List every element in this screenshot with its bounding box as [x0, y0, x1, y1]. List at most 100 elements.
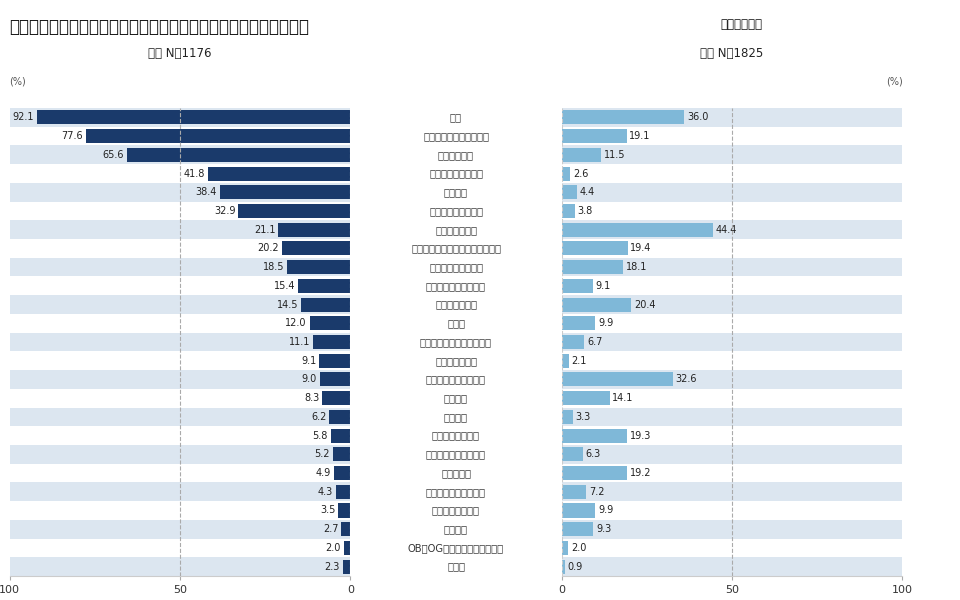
Text: 19.4: 19.4: [631, 244, 652, 253]
Text: 基礎学力: 基礎学力: [444, 187, 468, 197]
Text: 5.8: 5.8: [313, 431, 328, 440]
Bar: [0, 332, 350, 352]
Text: 12.0: 12.0: [285, 318, 307, 328]
Bar: [330, 428, 350, 443]
Bar: [562, 241, 628, 256]
Text: 9.1: 9.1: [301, 356, 317, 366]
Bar: [562, 352, 960, 370]
Text: 92.1: 92.1: [12, 112, 34, 122]
Bar: [562, 410, 573, 424]
Text: 9.9: 9.9: [598, 505, 613, 515]
Text: 2.7: 2.7: [323, 524, 339, 534]
Bar: [334, 466, 350, 480]
Bar: [562, 501, 960, 520]
Bar: [278, 223, 350, 236]
Bar: [0, 407, 350, 426]
Bar: [562, 557, 960, 576]
Bar: [287, 260, 350, 274]
Bar: [562, 482, 960, 501]
Bar: [562, 426, 960, 445]
Text: 2.1: 2.1: [571, 356, 587, 366]
Text: インターンシップ経験: インターンシップ経験: [426, 449, 486, 460]
Bar: [0, 539, 350, 557]
Bar: [281, 241, 350, 256]
Text: 65.6: 65.6: [103, 150, 124, 160]
Bar: [562, 277, 960, 295]
Text: 大学入学以前の経験や活動: 大学入学以前の経験や活動: [420, 337, 492, 347]
Bar: [562, 485, 587, 499]
Text: 18.1: 18.1: [626, 262, 647, 272]
Text: 38.4: 38.4: [196, 187, 217, 197]
Text: 19.2: 19.2: [630, 468, 651, 478]
Bar: [562, 464, 960, 482]
Text: 7.2: 7.2: [588, 487, 605, 497]
Bar: [562, 295, 960, 314]
Bar: [0, 370, 350, 389]
Text: 6.2: 6.2: [311, 412, 326, 422]
Bar: [0, 501, 350, 520]
Text: ボランティア経験: ボランティア経験: [432, 505, 480, 515]
Bar: [562, 391, 610, 405]
Bar: [329, 410, 350, 424]
Bar: [0, 220, 350, 239]
Bar: [562, 239, 960, 258]
Text: 人柄: 人柄: [450, 112, 462, 122]
Bar: [562, 332, 960, 352]
Text: 9.0: 9.0: [301, 374, 317, 385]
Bar: [0, 464, 350, 482]
Text: 2.0: 2.0: [325, 543, 341, 553]
Text: 15.4: 15.4: [274, 281, 295, 291]
Text: 14.5: 14.5: [276, 299, 299, 310]
Text: 4.9: 4.9: [316, 468, 331, 478]
Text: 11.1: 11.1: [288, 337, 310, 347]
Text: 11.5: 11.5: [604, 150, 625, 160]
Bar: [562, 560, 564, 574]
Text: 19.1: 19.1: [630, 131, 651, 141]
Text: 44.4: 44.4: [715, 224, 737, 235]
Text: 20.4: 20.4: [634, 299, 656, 310]
Text: 自社／その企業への熱意: 自社／その企業への熱意: [423, 131, 489, 141]
Bar: [562, 335, 585, 349]
Bar: [562, 298, 631, 311]
Text: 学生 N＝1825: 学生 N＝1825: [701, 47, 763, 60]
Bar: [208, 166, 350, 181]
Text: 6.3: 6.3: [586, 449, 601, 460]
Text: 14.1: 14.1: [612, 393, 634, 403]
Bar: [0, 108, 350, 127]
Text: 所属クラブ・サークル: 所属クラブ・サークル: [426, 374, 486, 385]
Bar: [0, 295, 350, 314]
Text: 企業 N＝1176: 企業 N＝1176: [148, 47, 212, 60]
Bar: [562, 279, 592, 293]
Text: 能力適性検査の結果: 能力適性検査の結果: [429, 206, 483, 216]
Text: 6.7: 6.7: [588, 337, 603, 347]
Bar: [562, 258, 960, 277]
Bar: [0, 426, 350, 445]
Bar: [0, 352, 350, 370]
Bar: [298, 279, 350, 293]
Text: 趣味・特技: 趣味・特技: [441, 468, 471, 478]
Bar: [0, 145, 350, 164]
Text: 今後の可能性: 今後の可能性: [438, 150, 474, 160]
Text: 21.1: 21.1: [254, 224, 276, 235]
Bar: [562, 539, 960, 557]
Text: 77.6: 77.6: [61, 131, 84, 141]
Bar: [0, 239, 350, 258]
Text: 0.9: 0.9: [567, 562, 583, 572]
Bar: [320, 373, 350, 386]
Text: 41.8: 41.8: [184, 169, 205, 179]
Text: 2.3: 2.3: [324, 562, 340, 572]
Bar: [0, 183, 350, 202]
Text: 海外経験: 海外経験: [444, 524, 468, 534]
Text: 9.1: 9.1: [595, 281, 611, 291]
Bar: [127, 148, 350, 162]
Bar: [309, 316, 350, 330]
Text: 20.2: 20.2: [257, 244, 278, 253]
Bar: [562, 183, 960, 202]
Bar: [562, 145, 960, 164]
Text: 3.3: 3.3: [576, 412, 590, 422]
Bar: [343, 560, 350, 574]
Bar: [86, 129, 350, 143]
Bar: [313, 335, 350, 349]
Bar: [562, 448, 583, 461]
Bar: [220, 185, 350, 199]
